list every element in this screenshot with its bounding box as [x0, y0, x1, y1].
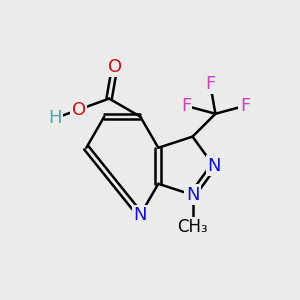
Text: O: O	[72, 101, 86, 119]
Text: CH₃: CH₃	[177, 218, 208, 236]
Text: O: O	[108, 58, 122, 76]
Text: F: F	[205, 75, 215, 93]
Text: N: N	[207, 157, 220, 175]
Text: F: F	[181, 97, 191, 115]
Text: N: N	[134, 206, 147, 224]
Text: H: H	[48, 109, 62, 127]
Text: F: F	[240, 97, 250, 115]
Text: N: N	[186, 186, 199, 204]
